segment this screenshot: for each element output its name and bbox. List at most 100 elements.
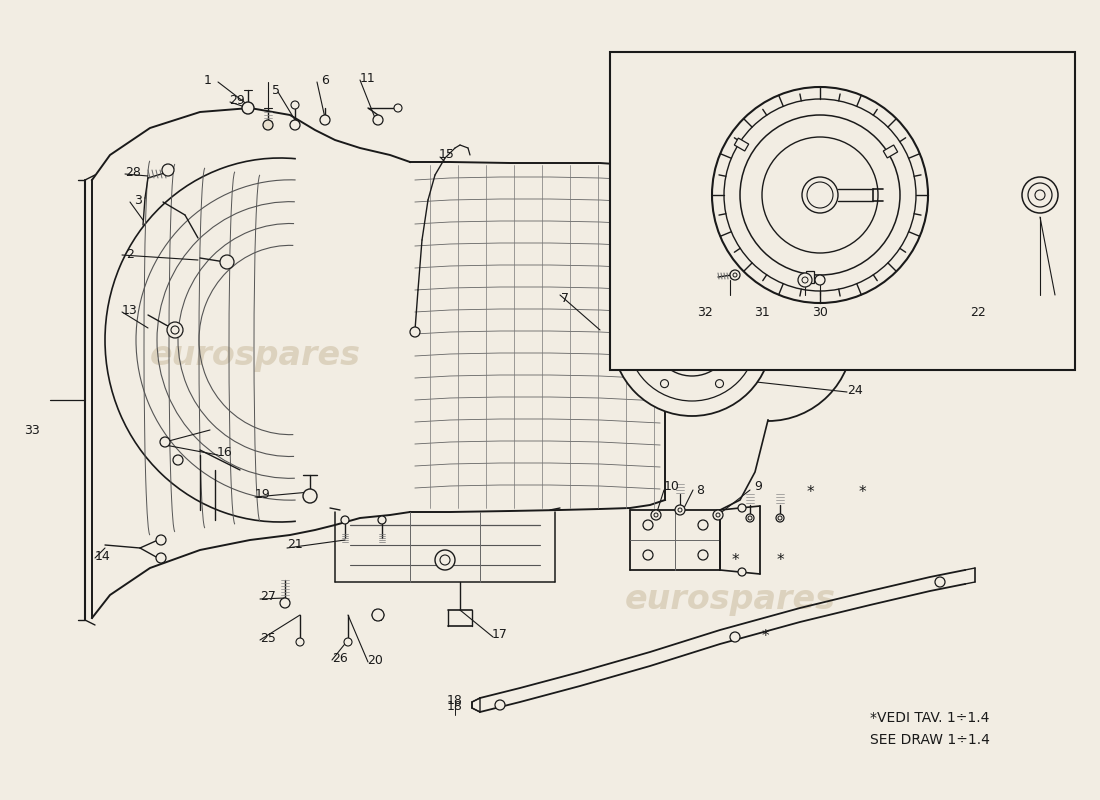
Circle shape [173, 455, 183, 465]
Circle shape [716, 513, 720, 517]
Circle shape [740, 115, 900, 275]
Circle shape [290, 120, 300, 130]
Circle shape [713, 510, 723, 520]
Circle shape [724, 99, 916, 291]
Text: 10: 10 [664, 481, 680, 494]
Text: eurospares: eurospares [635, 198, 846, 231]
Text: 11: 11 [360, 71, 376, 85]
Text: 9: 9 [755, 481, 762, 494]
Text: 22: 22 [970, 306, 986, 318]
Circle shape [644, 550, 653, 560]
Circle shape [320, 115, 330, 125]
Circle shape [935, 577, 945, 587]
Circle shape [742, 332, 751, 340]
Circle shape [698, 520, 708, 530]
Circle shape [410, 327, 420, 337]
Circle shape [675, 505, 685, 515]
Circle shape [651, 510, 661, 520]
Text: *VEDI TAV. 1÷1.4: *VEDI TAV. 1÷1.4 [870, 711, 989, 725]
Circle shape [762, 137, 878, 253]
Bar [735, 138, 749, 151]
Circle shape [220, 255, 234, 269]
Circle shape [160, 437, 170, 447]
Text: 18: 18 [447, 694, 463, 706]
Text: 26: 26 [332, 651, 348, 665]
Text: 25: 25 [260, 631, 276, 645]
Circle shape [167, 322, 183, 338]
Text: 27: 27 [260, 590, 276, 603]
Text: 2: 2 [126, 249, 134, 262]
Text: 6: 6 [321, 74, 329, 86]
Circle shape [263, 120, 273, 130]
Text: *: * [761, 630, 769, 645]
Circle shape [162, 164, 174, 176]
Circle shape [1028, 183, 1052, 207]
Circle shape [302, 489, 317, 503]
Circle shape [612, 256, 772, 416]
Circle shape [242, 102, 254, 114]
Circle shape [802, 177, 838, 213]
Circle shape [156, 535, 166, 545]
Circle shape [738, 568, 746, 576]
Text: *: * [732, 553, 739, 567]
Circle shape [715, 284, 724, 292]
Circle shape [712, 87, 928, 303]
Circle shape [1035, 190, 1045, 200]
Circle shape [730, 632, 740, 642]
Text: eurospares: eurospares [625, 583, 836, 617]
Text: 13: 13 [122, 303, 138, 317]
Circle shape [378, 516, 386, 524]
Text: 1: 1 [205, 74, 212, 86]
Text: 33: 33 [24, 423, 40, 437]
Text: 19: 19 [255, 489, 271, 502]
Text: 20: 20 [367, 654, 383, 666]
Text: 18: 18 [447, 699, 463, 713]
Text: *: * [858, 485, 866, 499]
Circle shape [296, 638, 304, 646]
Text: 30: 30 [812, 306, 828, 318]
Text: 5: 5 [272, 83, 280, 97]
Text: 14: 14 [95, 550, 111, 562]
Circle shape [654, 513, 658, 517]
Circle shape [434, 550, 455, 570]
Text: 17: 17 [492, 629, 508, 642]
Circle shape [798, 273, 812, 287]
Circle shape [632, 332, 641, 340]
Circle shape [738, 504, 746, 512]
Circle shape [440, 555, 450, 565]
Circle shape [495, 700, 505, 710]
Circle shape [715, 380, 724, 388]
Circle shape [776, 514, 784, 522]
Circle shape [660, 380, 669, 388]
Circle shape [815, 275, 825, 285]
Circle shape [341, 516, 349, 524]
Circle shape [698, 550, 708, 560]
Circle shape [1022, 177, 1058, 213]
Bar [806, 271, 814, 283]
Text: 3: 3 [134, 194, 142, 206]
Text: 28: 28 [125, 166, 141, 178]
Bar [610, 52, 1075, 370]
Circle shape [156, 553, 166, 563]
Bar [883, 145, 898, 158]
Polygon shape [472, 698, 480, 712]
Text: *: * [806, 485, 814, 499]
Circle shape [807, 182, 833, 208]
Circle shape [733, 273, 737, 277]
Circle shape [292, 101, 299, 109]
Circle shape [394, 104, 402, 112]
Circle shape [802, 277, 808, 283]
Text: SEE DRAW 1÷1.4: SEE DRAW 1÷1.4 [870, 733, 990, 747]
Text: 31: 31 [755, 306, 770, 318]
Circle shape [660, 284, 669, 292]
Circle shape [373, 115, 383, 125]
Circle shape [170, 326, 179, 334]
Text: 7: 7 [561, 291, 569, 305]
Text: *: * [777, 553, 784, 567]
Text: eurospares: eurospares [150, 338, 361, 371]
Text: 8: 8 [696, 483, 704, 497]
Circle shape [678, 508, 682, 512]
Text: 29: 29 [229, 94, 245, 106]
Circle shape [627, 271, 757, 401]
Circle shape [674, 318, 710, 354]
